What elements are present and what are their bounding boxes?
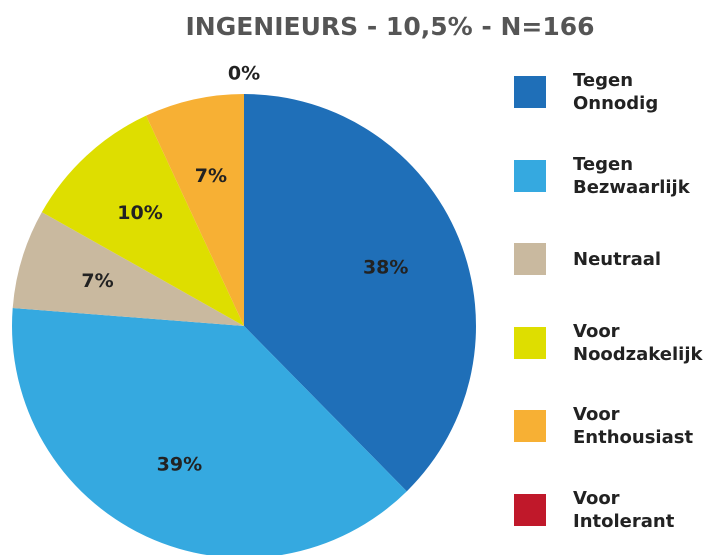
legend-item: Tegen Onnodig	[514, 69, 713, 115]
legend-label: Tegen Bezwaarlijk	[573, 153, 690, 198]
legend-swatch	[514, 326, 546, 359]
pie-slice	[41, 115, 245, 327]
pie-slice	[146, 94, 244, 326]
legend-item: Neutraal	[514, 243, 713, 275]
legend-item: Voor Intolerant	[514, 487, 713, 533]
data-label: 39%	[157, 453, 202, 475]
legend-item: Voor Noodzakelijk	[514, 320, 713, 366]
legend-label: Voor Enthousiast	[573, 404, 694, 448]
legend-swatch	[514, 493, 546, 526]
legend-label: Tegen Onnodig	[573, 70, 659, 114]
data-label: 10%	[117, 202, 162, 224]
data-label: 38%	[363, 256, 408, 278]
legend-swatch	[514, 410, 546, 442]
legend-item: Tegen Bezwaarlijk	[514, 153, 713, 199]
pie-slice	[12, 307, 407, 555]
pie-slice	[244, 94, 476, 492]
data-label: 0%	[228, 63, 260, 85]
legend-swatch	[514, 243, 546, 275]
chart-title: INGENIEURS - 10,5% - N=166	[185, 12, 594, 41]
data-label: 7%	[195, 165, 227, 187]
legend-label: Voor Noodzakelijk	[573, 320, 703, 365]
legend-swatch	[514, 76, 546, 108]
legend-item: Voor Enthousiast	[514, 403, 713, 449]
legend-label: Neutraal	[573, 248, 662, 270]
legend-label: Voor Intolerant	[573, 487, 675, 532]
legend-swatch	[514, 159, 546, 192]
pie-slice	[12, 212, 244, 326]
data-label: 7%	[81, 270, 113, 292]
